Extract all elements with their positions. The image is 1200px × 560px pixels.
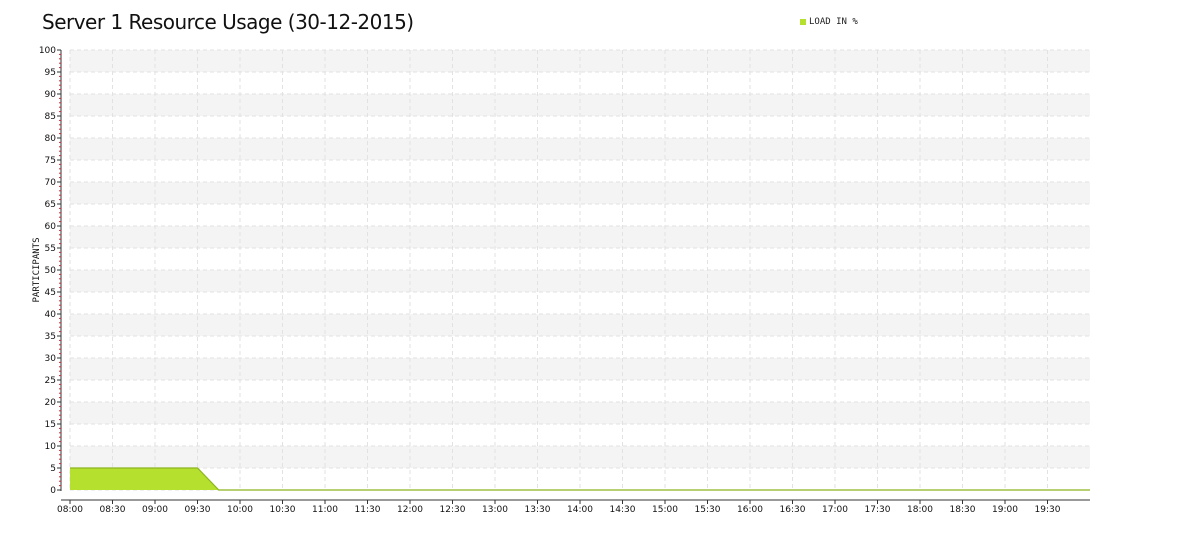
y-tick-label: 60 <box>45 222 57 232</box>
chart-title: Server 1 Resource Usage (30-12-2015) <box>42 10 414 34</box>
y-tick-label: 20 <box>45 398 57 408</box>
y-tick-label: 50 <box>45 266 57 276</box>
legend-swatch <box>800 19 806 25</box>
y-tick-label: 100 <box>39 46 56 56</box>
x-tick-label: 09:00 <box>142 505 168 515</box>
x-tick-label: 14:30 <box>610 505 636 515</box>
y-tick-label: 15 <box>45 420 56 430</box>
y-tick-label: 90 <box>45 90 57 100</box>
x-tick-label: 08:30 <box>100 505 126 515</box>
y-tick-label: 10 <box>45 442 57 452</box>
x-tick-label: 10:30 <box>270 505 296 515</box>
x-tick-label: 12:30 <box>440 505 466 515</box>
y-tick-label: 45 <box>45 288 56 298</box>
legend-label: LOAD IN % <box>809 17 858 27</box>
y-tick-label: 75 <box>45 156 56 166</box>
series-area <box>70 468 1090 490</box>
series-line <box>70 467 1090 491</box>
x-tick-label: 12:00 <box>397 505 423 515</box>
y-tick-label: 70 <box>45 178 57 188</box>
x-tick-label: 11:30 <box>355 505 381 515</box>
x-tick-label: 16:30 <box>780 505 806 515</box>
grid-band <box>70 226 1090 248</box>
y-tick-label: 0 <box>50 486 56 496</box>
grid-band <box>70 94 1090 116</box>
y-tick-label: 40 <box>45 310 57 320</box>
y-tick-label: 30 <box>45 354 57 364</box>
x-tick-label: 19:00 <box>992 505 1018 515</box>
x-tick-label: 13:30 <box>525 505 551 515</box>
x-tick-label: 15:00 <box>652 505 678 515</box>
x-tick-label: 09:30 <box>185 505 211 515</box>
x-tick-label: 19:30 <box>1035 505 1061 515</box>
x-tick-label: 17:00 <box>822 505 848 515</box>
grid-band <box>70 402 1090 424</box>
y-tick-label: 25 <box>45 376 56 386</box>
y-tick-label: 5 <box>50 464 56 474</box>
y-tick-label: 55 <box>45 244 56 254</box>
y-tick-label: 80 <box>45 134 57 144</box>
x-tick-label: 08:00 <box>57 505 83 515</box>
x-tick-label: 18:00 <box>907 505 933 515</box>
x-tick-label: 11:00 <box>312 505 338 515</box>
y-tick-label: 65 <box>45 200 56 210</box>
x-tick-label: 13:00 <box>482 505 508 515</box>
x-tick-label: 10:00 <box>227 505 253 515</box>
y-tick-label: 35 <box>45 332 56 342</box>
y-axis-label: PARTICIPANTS <box>32 237 42 302</box>
x-tick-label: 17:30 <box>865 505 891 515</box>
x-tick-label: 16:00 <box>737 505 763 515</box>
x-tick-label: 14:00 <box>567 505 593 515</box>
y-tick-label: 95 <box>45 68 56 78</box>
x-tick-label: 18:30 <box>950 505 976 515</box>
x-tick-label: 15:30 <box>695 505 721 515</box>
legend: LOAD IN % <box>800 17 858 27</box>
y-tick-label: 85 <box>45 112 56 122</box>
